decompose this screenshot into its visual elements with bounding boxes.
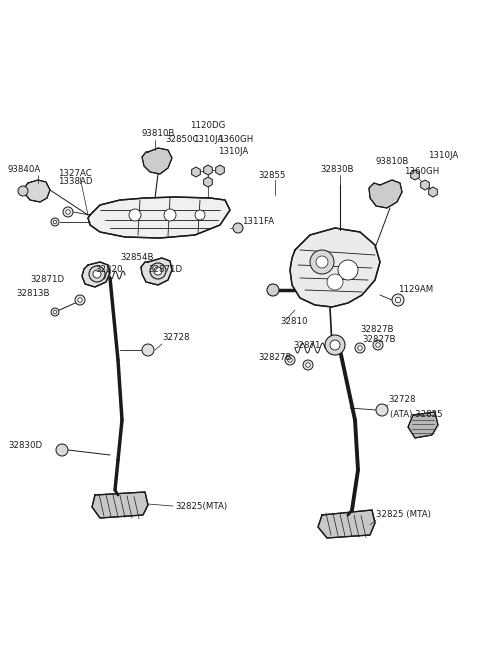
Polygon shape: [429, 187, 437, 197]
Circle shape: [53, 310, 57, 314]
Text: 93840A: 93840A: [8, 166, 41, 174]
Polygon shape: [88, 197, 230, 238]
Polygon shape: [318, 510, 375, 538]
Text: 1120DG: 1120DG: [190, 121, 226, 130]
Circle shape: [93, 270, 101, 278]
Text: 32855: 32855: [258, 170, 286, 179]
Circle shape: [376, 404, 388, 416]
Text: 1129AM: 1129AM: [398, 286, 433, 295]
Text: 1310JA: 1310JA: [428, 151, 458, 160]
Circle shape: [338, 260, 358, 280]
Circle shape: [56, 444, 68, 456]
Text: 32871: 32871: [293, 341, 321, 350]
Circle shape: [51, 308, 59, 316]
Circle shape: [355, 343, 365, 353]
Circle shape: [129, 209, 141, 221]
Text: 1338AD: 1338AD: [58, 178, 93, 187]
Polygon shape: [92, 492, 148, 518]
Circle shape: [233, 223, 243, 233]
Text: 32728: 32728: [388, 396, 416, 405]
Text: 1311FA: 1311FA: [242, 217, 274, 227]
Circle shape: [306, 363, 310, 367]
Circle shape: [75, 295, 85, 305]
Circle shape: [150, 263, 166, 279]
Circle shape: [316, 256, 328, 268]
Circle shape: [63, 207, 73, 217]
Circle shape: [325, 335, 345, 355]
Circle shape: [89, 266, 105, 282]
Circle shape: [164, 209, 176, 221]
Circle shape: [53, 220, 57, 224]
Text: (ATA) 32825: (ATA) 32825: [390, 411, 443, 419]
Polygon shape: [24, 180, 50, 202]
Circle shape: [303, 360, 313, 370]
Text: 32854B: 32854B: [120, 252, 154, 261]
Polygon shape: [411, 170, 420, 180]
Text: 32830D: 32830D: [8, 441, 42, 449]
Circle shape: [392, 294, 404, 306]
Circle shape: [396, 297, 401, 303]
Circle shape: [18, 186, 28, 196]
Text: 1310JA: 1310JA: [218, 147, 248, 157]
Text: 93810B: 93810B: [142, 128, 175, 138]
Circle shape: [195, 210, 205, 220]
Circle shape: [373, 340, 383, 350]
Text: 1360GH: 1360GH: [218, 136, 253, 145]
Text: 32850C: 32850C: [165, 136, 199, 145]
Text: 32813B: 32813B: [16, 290, 49, 299]
Text: 32871D: 32871D: [148, 265, 182, 274]
Text: 32810: 32810: [280, 318, 308, 326]
Polygon shape: [369, 180, 402, 208]
Text: 32825 (MTA): 32825 (MTA): [376, 510, 431, 519]
Circle shape: [310, 250, 334, 274]
Polygon shape: [82, 262, 110, 287]
Circle shape: [358, 346, 362, 350]
Circle shape: [154, 267, 162, 275]
Circle shape: [376, 343, 380, 347]
Polygon shape: [204, 177, 212, 187]
Circle shape: [285, 355, 295, 365]
Circle shape: [327, 274, 343, 290]
Text: 1310JA: 1310JA: [193, 136, 223, 145]
Circle shape: [51, 218, 59, 226]
Circle shape: [330, 340, 340, 350]
Text: 32827B: 32827B: [362, 335, 396, 345]
Circle shape: [142, 344, 154, 356]
Text: 1360GH: 1360GH: [404, 168, 439, 176]
Text: 32827B: 32827B: [258, 354, 291, 362]
Circle shape: [66, 210, 70, 214]
Polygon shape: [192, 167, 200, 177]
Circle shape: [267, 284, 279, 296]
Text: 93810B: 93810B: [376, 157, 409, 166]
Text: 32830B: 32830B: [320, 166, 353, 174]
Polygon shape: [290, 228, 380, 307]
Text: 32871D: 32871D: [30, 276, 64, 284]
Polygon shape: [142, 148, 172, 174]
Text: 32827B: 32827B: [360, 326, 394, 335]
Polygon shape: [408, 412, 438, 438]
Polygon shape: [216, 165, 224, 175]
Circle shape: [288, 358, 292, 362]
Text: 32825(MTA): 32825(MTA): [175, 502, 227, 510]
Text: 1327AC: 1327AC: [58, 168, 92, 178]
Text: 32820: 32820: [95, 265, 122, 274]
Polygon shape: [204, 165, 212, 175]
Circle shape: [78, 298, 82, 302]
Text: 32728: 32728: [162, 333, 190, 343]
Polygon shape: [420, 180, 429, 190]
Polygon shape: [141, 258, 172, 285]
